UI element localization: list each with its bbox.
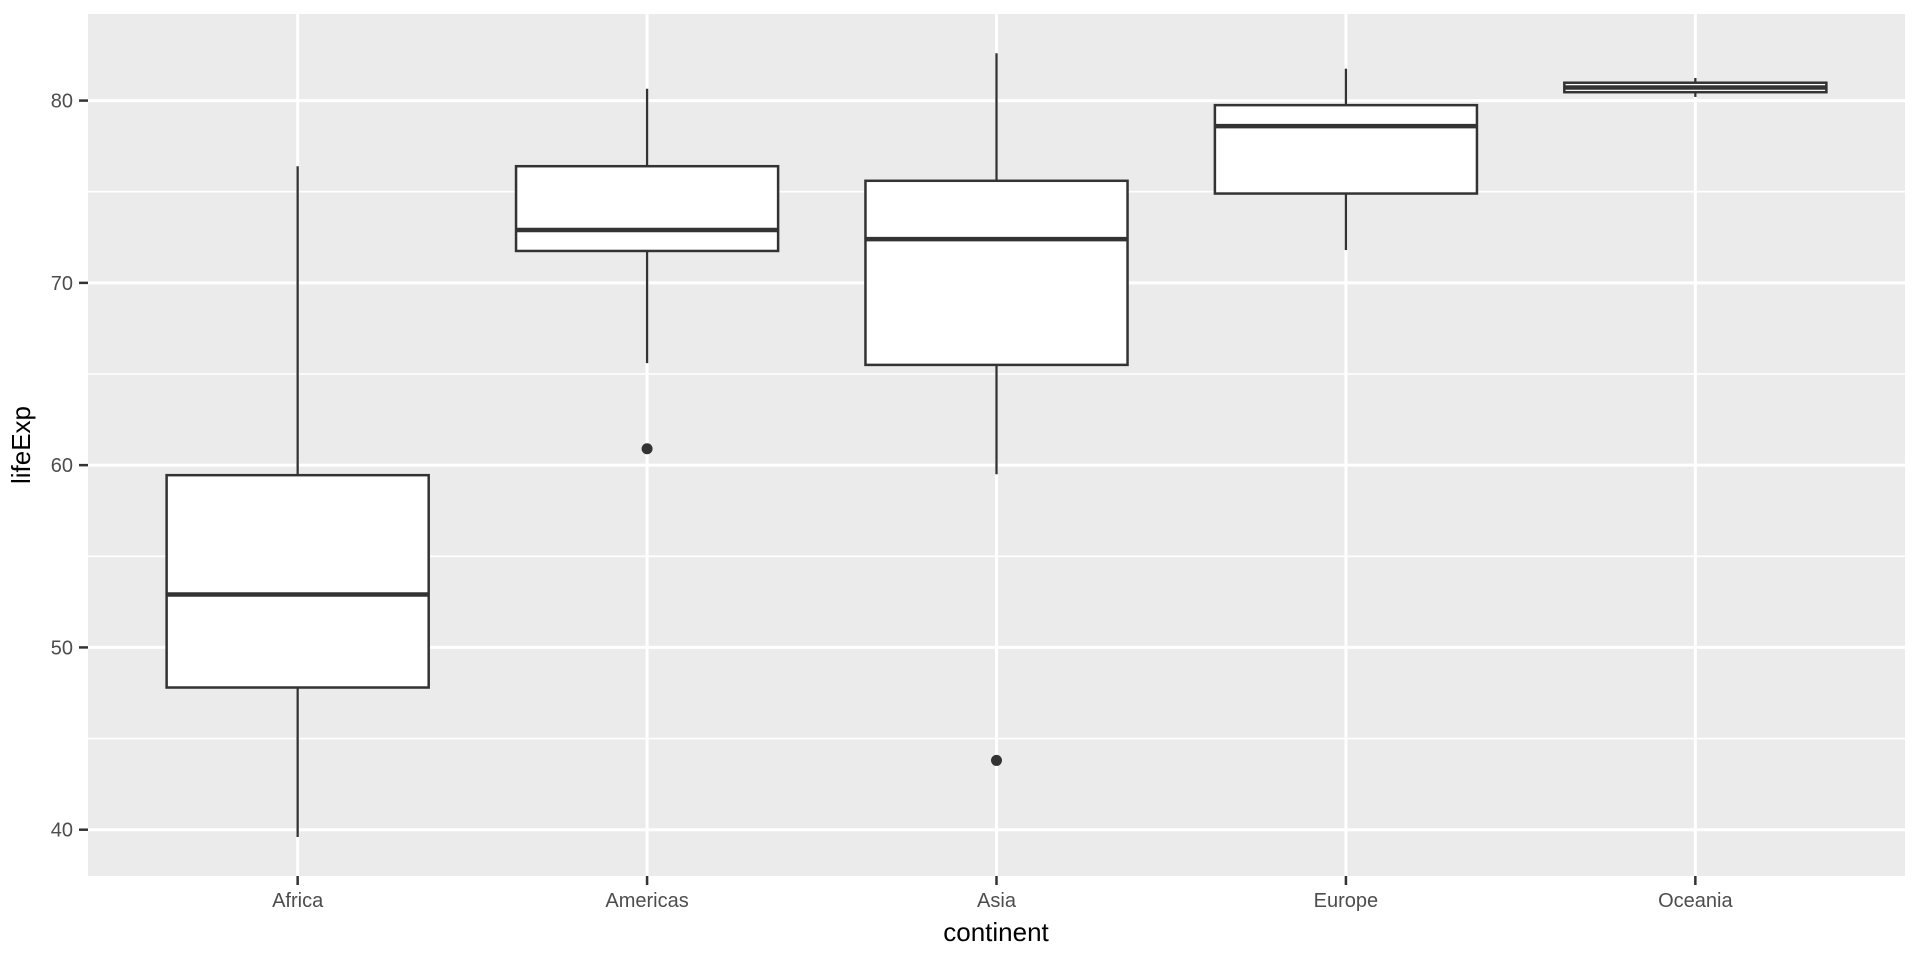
box-americas (514, 164, 780, 253)
y-tick-label-50: 50 (51, 637, 73, 659)
x-tick-label-asia: Asia (977, 890, 1017, 912)
x-tick-label-europe: Europe (1314, 890, 1379, 912)
box-europe (1213, 103, 1479, 195)
x-tick-label-africa: Africa (272, 890, 324, 912)
y-tick-label-70: 70 (51, 273, 73, 295)
x-tick-label-americas: Americas (605, 890, 688, 912)
outlier-americas-0 (641, 443, 653, 455)
y-tick-label-80: 80 (51, 91, 73, 113)
x-axis-title: continent (943, 917, 1049, 947)
y-tick-label-60: 60 (51, 455, 73, 477)
box-asia (864, 179, 1129, 367)
y-tick-label-40: 40 (51, 820, 73, 842)
box-africa (165, 473, 430, 689)
outlier-asia-0 (991, 754, 1002, 766)
x-tick-label-oceania: Oceania (1658, 890, 1733, 912)
y-axis-title: lifeExp (6, 406, 36, 484)
